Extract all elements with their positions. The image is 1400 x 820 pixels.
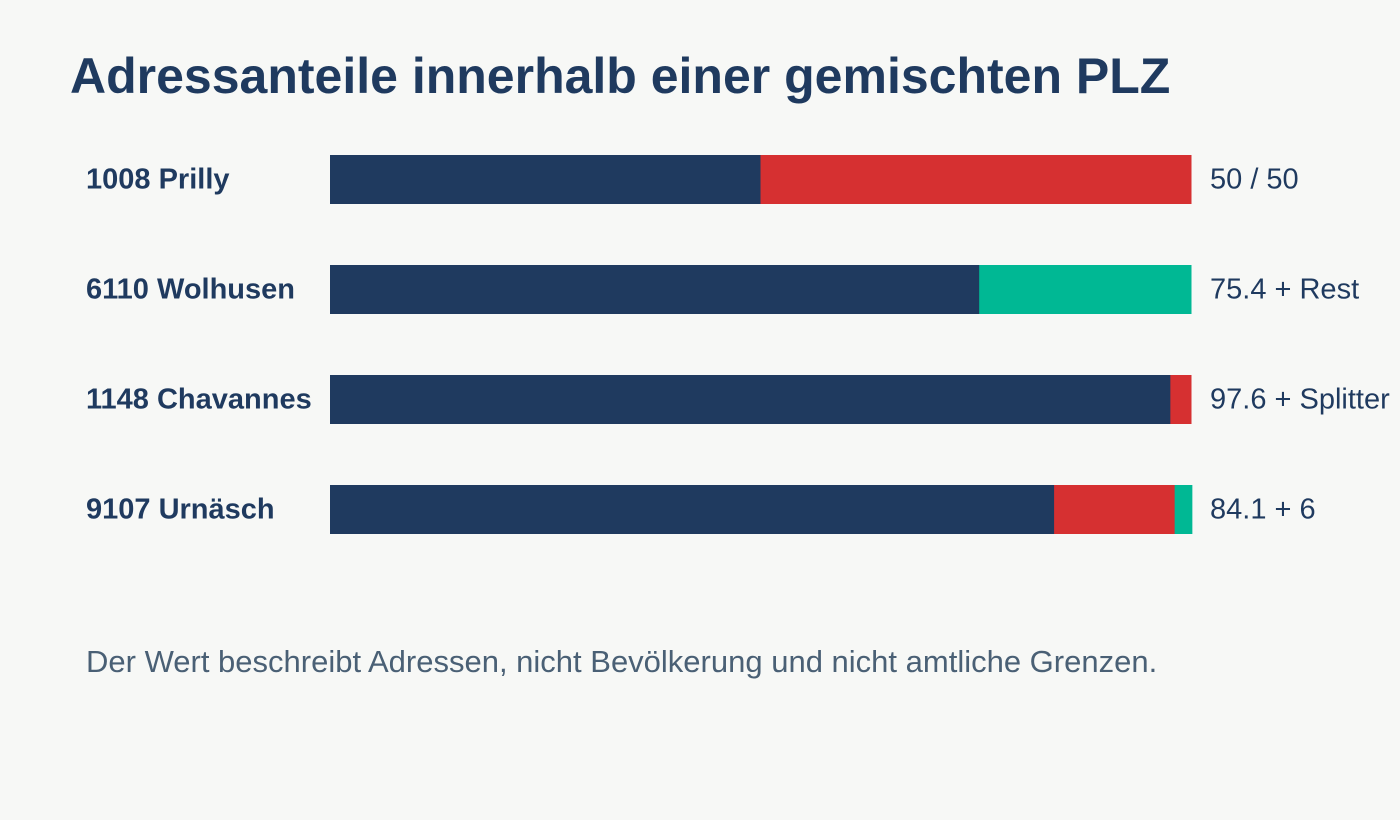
footnote: Der Wert beschreibt Adressen, nicht Bevö…: [86, 644, 1158, 679]
bar-segment-1: [330, 485, 1055, 534]
bar-segment-1: [330, 265, 980, 314]
value-label: 75.4 + Rest: [1210, 274, 1359, 306]
labels-layer: 1008 Prilly 50 / 50 6110 Wolhusen 75.4 + Re…: [86, 164, 1390, 526]
bar-segment-2: [1054, 485, 1176, 534]
value-label: 84.1 + 6: [1210, 494, 1316, 526]
bar-segment-3: [979, 265, 1192, 314]
bar-segment-2: [1170, 375, 1192, 424]
bar-segment-1: [330, 375, 1171, 424]
category-label: 6110 Wolhusen: [86, 274, 295, 306]
bar-segment-1: [330, 155, 761, 204]
category-label: 1148 Chavannes: [86, 384, 312, 416]
bar-segment-2: [760, 155, 1192, 204]
category-label: 9107 Urnäsch: [86, 494, 275, 526]
category-label: 1008 Prilly: [86, 164, 230, 196]
chart-title: Adressanteile innerhalb einer gemischten…: [70, 48, 1171, 104]
value-label: 50 / 50: [1210, 164, 1299, 196]
bars-layer: [330, 155, 1193, 534]
bar-segment-3: [1174, 485, 1193, 534]
value-label: 97.6 + Splitter: [1210, 384, 1390, 416]
